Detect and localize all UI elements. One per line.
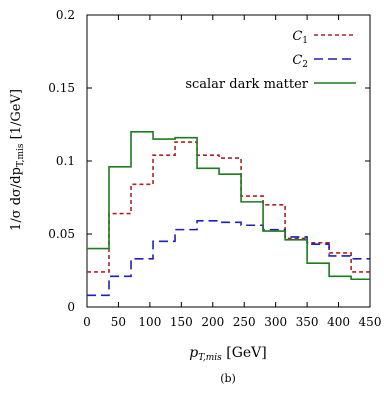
series-line-3 <box>87 131 370 281</box>
x-tick-label: 450 <box>359 315 382 329</box>
y-tick-label: 0.05 <box>48 227 75 241</box>
x-tick-label: 100 <box>138 315 161 329</box>
y-axis-label: 1/σ dσ/dpT,mis [1/GeV] <box>9 89 26 231</box>
x-tick-label: 50 <box>111 315 126 329</box>
legend-label-3: scalar dark matter <box>185 77 308 92</box>
x-tick-label: 0 <box>83 315 91 329</box>
y-tick-label: 0.1 <box>56 154 75 168</box>
y-tick-label: 0 <box>67 300 75 314</box>
legend-label-1: C1 <box>292 29 308 46</box>
x-tick-label: 200 <box>201 315 224 329</box>
legend: C1 C2 scalar dark matter <box>185 29 356 92</box>
x-tick-label: 400 <box>327 315 350 329</box>
x-tick-label: 150 <box>170 315 193 329</box>
legend-label-2: C2 <box>292 53 308 70</box>
x-tick-label: 250 <box>233 315 256 329</box>
figure-caption: (b) <box>220 372 236 385</box>
x-tick-label: 350 <box>296 315 319 329</box>
series-lines <box>87 131 370 297</box>
y-tick-label: 0.2 <box>56 8 75 22</box>
x-tick-label: 300 <box>264 315 287 329</box>
x-axis-label: pT,mis [GeV] <box>189 345 267 363</box>
series-line-2 <box>87 220 370 297</box>
series-line-1 <box>87 141 370 273</box>
axis-ticks: 0 50 100 150 200 250 300 350 400 450 0 0.05 0.1 0.15 0… <box>48 8 381 329</box>
y-tick-label: 0.15 <box>48 81 75 95</box>
